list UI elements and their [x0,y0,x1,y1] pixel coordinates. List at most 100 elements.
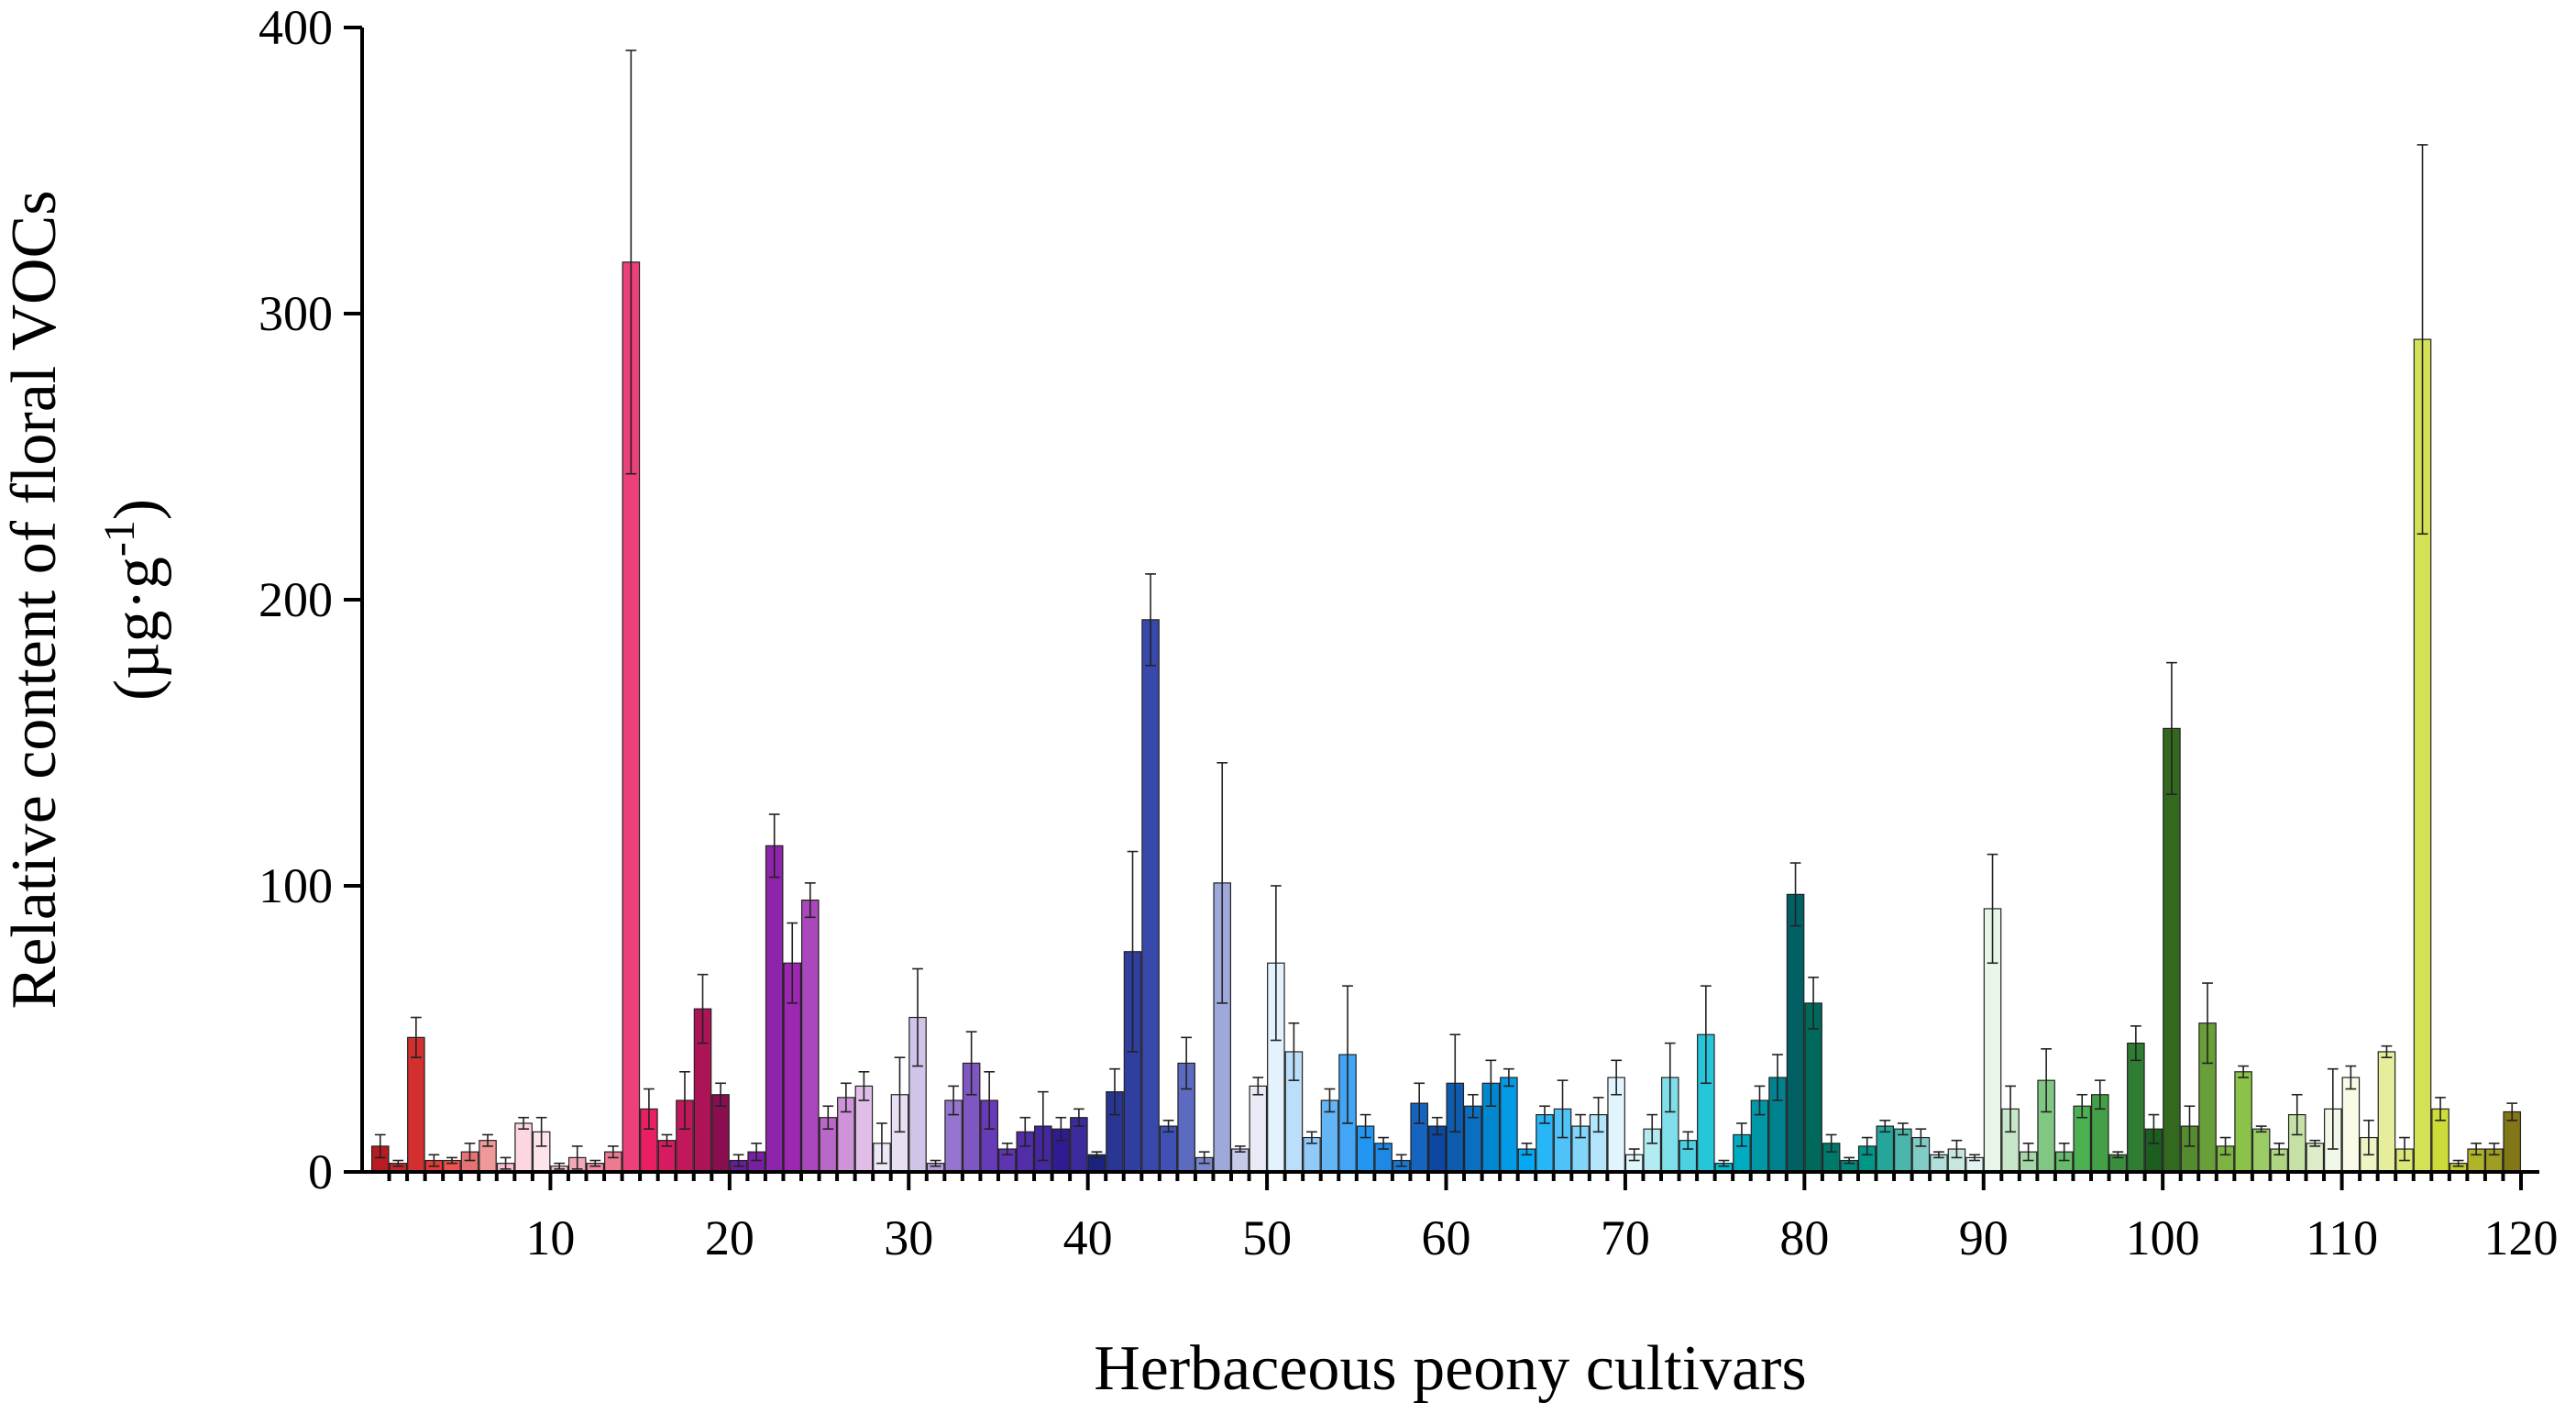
error-bar-8 [500,1156,512,1170]
error-bar-92 [2005,1085,2016,1133]
error-bar-32 [930,1159,941,1167]
bar-45 [1159,1125,1178,1173]
error-bar-50 [1252,1077,1264,1096]
error-bar-64 [1503,1067,1514,1088]
error-bar-12 [571,1145,583,1170]
error-bar-95 [2058,1143,2070,1162]
bar-105 [2234,1071,2252,1173]
error-bar-82 [1825,1133,1837,1153]
x-tick-label: 80 [1779,1210,1829,1265]
error-bar-31 [912,967,923,1067]
error-bar-51 [1270,885,1282,1042]
error-bar-96 [2076,1093,2088,1119]
error-bar-33 [948,1085,959,1116]
bar-50 [1249,1085,1268,1173]
bar-99 [2127,1042,2145,1173]
error-bar-81 [1808,977,1819,1030]
error-bar-76 [1718,1159,1730,1167]
error-bar-66 [1539,1105,1550,1124]
y-tick-label: 400 [259,0,333,55]
error-bar-49 [1234,1145,1246,1153]
error-bar-87 [1915,1128,1927,1147]
y-axis-title-line1: Relative content of floral VOCs [0,191,70,1010]
error-bar-93 [2022,1143,2034,1162]
error-bar-7 [482,1133,493,1147]
error-bar-63 [1485,1059,1497,1108]
error-bar-58 [1395,1154,1407,1167]
error-bar-3 [410,1016,422,1058]
error-bar-24 [787,922,798,1004]
error-bar-89 [1951,1139,1963,1159]
error-bar-26 [822,1105,834,1130]
bar-25 [800,899,820,1173]
y-unit-suffix: ) [102,499,172,520]
error-bar-70 [1611,1059,1623,1096]
error-bar-29 [876,1122,887,1165]
error-bar-44 [1145,573,1156,667]
error-bar-106 [2255,1125,2267,1133]
error-bar-120 [2506,1102,2518,1121]
error-bar-105 [2238,1065,2249,1078]
bar-44 [1141,619,1160,1173]
error-bar-17 [661,1133,673,1147]
error-bar-35 [984,1071,996,1130]
x-tick-label: 90 [1959,1210,2009,1265]
error-bar-5 [446,1156,457,1165]
error-bar-19 [697,973,709,1044]
error-bar-107 [2273,1143,2285,1156]
bar-23 [765,845,784,1173]
error-bar-46 [1181,1036,1193,1090]
error-bar-118 [2471,1143,2482,1156]
y-tick-label: 300 [259,286,333,341]
bar-106 [2251,1128,2271,1173]
error-bar-36 [1001,1143,1013,1156]
error-bar-4 [428,1154,440,1167]
error-bar-47 [1198,1151,1210,1165]
x-tick-label: 120 [2484,1210,2559,1265]
y-ticks: 0 100 200 300 400 [259,0,362,1199]
error-bar-86 [1897,1122,1909,1136]
error-bar-55 [1342,985,1353,1124]
error-bar-83 [1844,1156,1855,1165]
error-bar-60 [1431,1116,1443,1136]
error-bar-1 [374,1133,386,1159]
x-tick-label: 70 [1601,1210,1650,1265]
x-tick-label: 110 [2306,1210,2378,1265]
error-bar-109 [2309,1139,2321,1147]
error-bar-85 [1879,1120,1891,1133]
error-bar-78 [1754,1085,1766,1116]
error-bar-27 [840,1082,852,1113]
y-tick-label: 100 [259,858,333,913]
error-bar-117 [2452,1159,2464,1167]
bar-111 [2341,1077,2361,1173]
error-bar-42 [1109,1067,1120,1116]
bar-80 [1786,893,1805,1173]
error-bar-79 [1772,1054,1783,1101]
error-bar-30 [894,1056,906,1133]
x-tick-label: 50 [1242,1210,1292,1265]
bar-85 [1876,1125,1895,1173]
error-bar-9 [518,1116,529,1130]
error-bars-group [374,50,2518,1170]
error-bar-15 [625,50,637,475]
error-bar-80 [1789,862,1801,927]
error-bar-11 [554,1162,566,1170]
error-bar-71 [1628,1148,1640,1162]
error-bar-84 [1861,1136,1873,1156]
error-bar-43 [1127,850,1139,1053]
error-bar-37 [1019,1116,1031,1147]
error-bar-10 [535,1116,547,1147]
error-bar-20 [715,1082,726,1108]
x-tick-label: 40 [1063,1210,1113,1265]
error-bar-110 [2327,1067,2339,1150]
error-bar-21 [732,1154,744,1167]
y-tick-label: 200 [259,572,333,627]
error-bar-111 [2345,1065,2357,1090]
error-bar-62 [1467,1093,1479,1119]
y-axis-title-line2: (µg·g-1) [95,499,172,701]
error-bar-91 [1987,853,1998,965]
x-tick-label: 30 [884,1210,933,1265]
error-bar-65 [1521,1143,1533,1156]
x-axis-title: Herbaceous peony cultivars [1094,1333,1807,1404]
error-bar-116 [2435,1097,2446,1121]
